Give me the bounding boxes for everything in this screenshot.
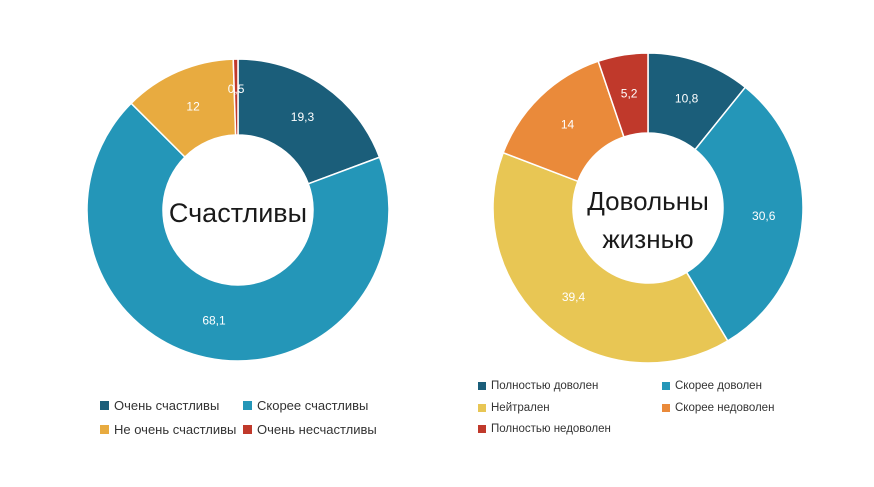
happiness-slice-1 xyxy=(86,102,390,362)
legend-item-neutral: Нейтрален xyxy=(478,402,550,414)
legend-item-rather-happy: Скорее счастливы xyxy=(243,398,368,413)
legend-item-very-unhappy: Очень несчастливы xyxy=(243,422,377,437)
legend-item-rather-dissatisfied: Скорее недоволен xyxy=(662,402,774,414)
legend-label: Не очень счастливы xyxy=(114,422,237,437)
satisfaction-center-label-line1: Довольны xyxy=(587,186,709,216)
satisfaction-slice-1 xyxy=(685,86,804,342)
satisfaction-data-label-2: 39,4 xyxy=(562,290,586,304)
legend-swatch xyxy=(478,382,486,390)
legend-swatch xyxy=(662,382,670,390)
legend-swatch xyxy=(100,425,109,434)
legend-label: Скорее доволен xyxy=(675,380,762,392)
life-satisfaction-donut: 10,8 30,6 39,4 14 5,2 xyxy=(492,52,804,364)
satisfaction-data-label-3: 14 xyxy=(561,117,575,131)
satisfaction-slice-4 xyxy=(597,52,649,138)
legend-label: Полностью доволен xyxy=(491,380,599,392)
legend-label: Полностью недоволен xyxy=(491,423,611,435)
legend-swatch xyxy=(243,401,252,410)
legend-label: Скорее счастливы xyxy=(257,398,369,413)
legend-label: Скорее недоволен xyxy=(675,402,775,414)
happiness-slice-0 xyxy=(237,58,381,185)
legend-item-fully-dissatisfied: Полностью недоволен xyxy=(478,423,611,435)
legend-item-rather-satisfied: Скорее доволен xyxy=(662,380,762,392)
legend-item-very-happy: Очень счастливы xyxy=(100,398,219,413)
legend-swatch xyxy=(100,401,109,410)
happiness-slice-3 xyxy=(232,58,239,136)
happiness-data-label-0: 19,3 xyxy=(291,110,315,124)
legend-label: Нейтрален xyxy=(491,402,550,414)
satisfaction-center-label-line2: жизнью xyxy=(602,224,693,254)
legend-swatch xyxy=(243,425,252,434)
legend-swatch xyxy=(662,404,670,412)
happiness-data-label-1: 68,1 xyxy=(202,313,226,327)
legend-swatch xyxy=(478,404,486,412)
satisfaction-data-label-0: 10,8 xyxy=(675,92,699,106)
legend-item-fully-satisfied: Полностью доволен xyxy=(478,380,598,392)
legend-item-not-very-happy: Не очень счастливы xyxy=(100,422,236,437)
legend-label: Очень несчастливы xyxy=(257,422,377,437)
legend-swatch xyxy=(478,425,486,433)
satisfaction-data-label-4: 5,2 xyxy=(621,87,638,101)
happiness-center-label: Счастливы xyxy=(169,198,307,228)
happiness-donut: 19,3 68,1 12 0,5 xyxy=(86,58,390,362)
legend-label: Очень счастливы xyxy=(114,398,220,413)
satisfaction-slice-2 xyxy=(492,151,729,364)
satisfaction-data-label-1: 30,6 xyxy=(752,209,776,223)
happiness-data-label-3: 0,5 xyxy=(228,82,245,96)
happiness-data-label-2: 12 xyxy=(186,99,200,113)
